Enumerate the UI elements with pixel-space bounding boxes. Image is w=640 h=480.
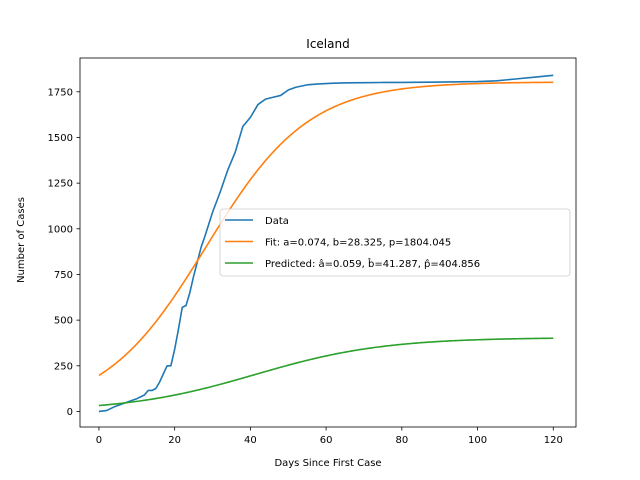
x-axis: 0 20 40 60 80 100 120: [96, 427, 563, 446]
y-tick-label: 0: [67, 407, 73, 418]
y-tick-label: 250: [54, 361, 73, 372]
legend-label: Predicted: â=0.059, b̂=41.287, p̂=404.85…: [265, 257, 480, 270]
chart-title: Iceland: [306, 37, 349, 51]
y-tick-label: 500: [54, 316, 73, 327]
legend: Data Fit: a=0.074, b=28.325, p=1804.045 Pr…: [219, 208, 571, 277]
y-tick-label: 1750: [48, 87, 73, 98]
x-tick-label: 20: [168, 435, 181, 446]
series-line-3: [98, 337, 554, 407]
y-tick-label: 1250: [48, 179, 73, 190]
x-tick-label: 40: [244, 435, 257, 446]
legend-label: Data: [265, 216, 289, 227]
x-tick-label: 80: [395, 435, 408, 446]
legend-label: Fit: a=0.074, b=28.325, p=1804.045: [265, 238, 451, 249]
series-line-2: [98, 81, 554, 377]
y-tick-label: 1500: [48, 133, 73, 144]
y-tick-label: 1000: [48, 224, 73, 235]
x-tick-label: 60: [320, 435, 333, 446]
axes-frame: [79, 57, 577, 428]
series-line-1: [98, 74, 554, 413]
x-tick-label: 0: [96, 435, 102, 446]
legend-box: [219, 208, 571, 277]
x-tick-label: 100: [468, 435, 487, 446]
series-layer: [98, 74, 554, 413]
x-tick-label: 120: [544, 435, 563, 446]
y-tick-label: 750: [54, 270, 73, 281]
x-axis-label: Days Since First Case: [274, 458, 381, 469]
y-axis: 0 250 500 750 1000 1250 1500 1750: [48, 87, 80, 418]
y-axis-label: Number of Cases: [16, 197, 27, 283]
